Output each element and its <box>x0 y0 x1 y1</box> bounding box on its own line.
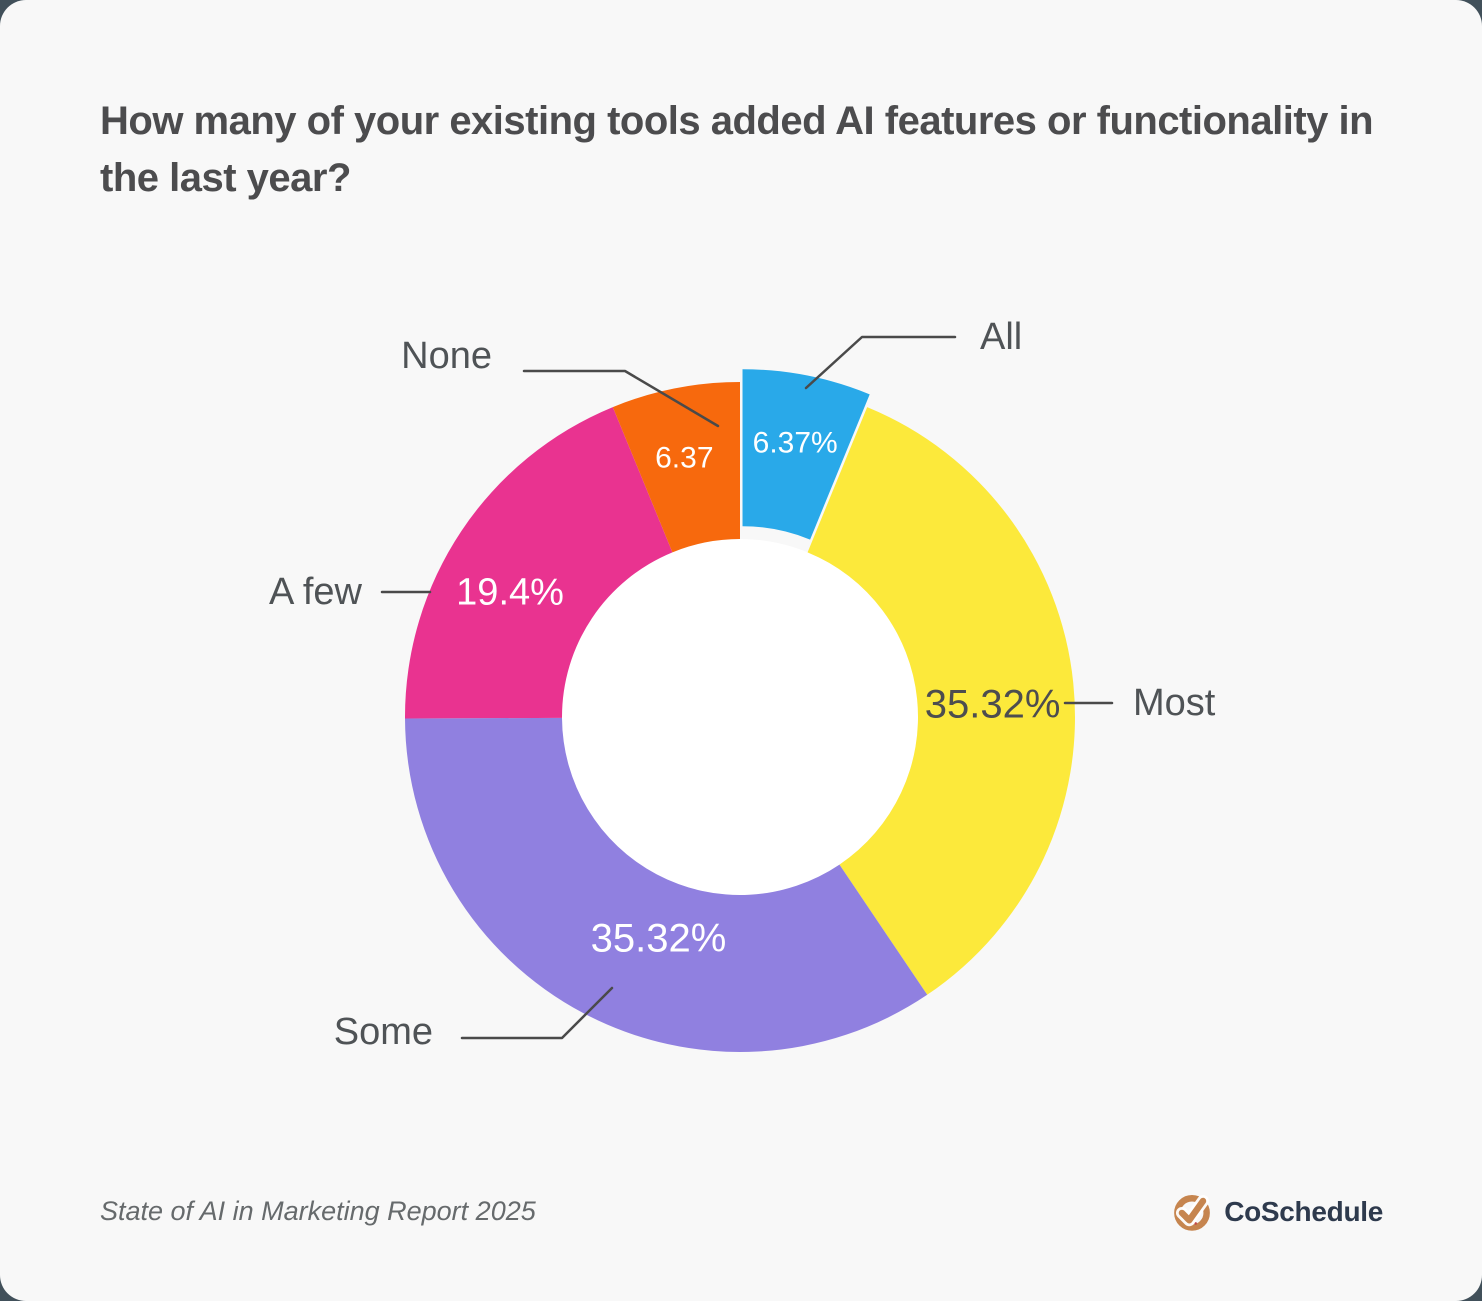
slice-most <box>807 407 1075 995</box>
coschedule-logo: CoSchedule <box>1170 1190 1383 1234</box>
source-note: State of AI in Marketing Report 2025 <box>100 1196 536 1226</box>
slice-label-a-few: 19.4% <box>456 572 564 614</box>
slice-a-few <box>404 407 673 719</box>
coschedule-logo-text: CoSchedule <box>1224 1196 1383 1227</box>
callout-label-none: None <box>401 335 492 377</box>
chart-question-title: How many of your existing tools added AI… <box>100 98 1374 200</box>
slice-label-all: 6.37% <box>753 427 838 460</box>
slice-some <box>405 717 928 1053</box>
donut-slices <box>404 369 1075 1053</box>
callout-label-a-few: A few <box>269 571 362 613</box>
slice-label-some: 35.32% <box>591 917 727 961</box>
callout-label-most: Most <box>1133 682 1216 724</box>
callout-line-some <box>460 986 614 1040</box>
callout-line-all <box>804 335 957 390</box>
callout-line-none <box>522 369 720 428</box>
slice-label-none: 6.37 <box>655 441 713 474</box>
donut-hole <box>562 539 918 895</box>
coschedule-check-icon <box>1174 1195 1211 1231</box>
slice-value-labels: 6.37% 35.32% 35.32% 19.4% 6.37 <box>456 427 1060 961</box>
slice-none <box>612 382 740 553</box>
callout-label-all: All <box>980 316 1022 358</box>
category-callouts: None All A few Most Some <box>269 316 1216 1053</box>
callout-label-some: Some <box>334 1011 433 1053</box>
slice-label-most: 35.32% <box>925 682 1061 726</box>
slice-all <box>742 369 870 540</box>
